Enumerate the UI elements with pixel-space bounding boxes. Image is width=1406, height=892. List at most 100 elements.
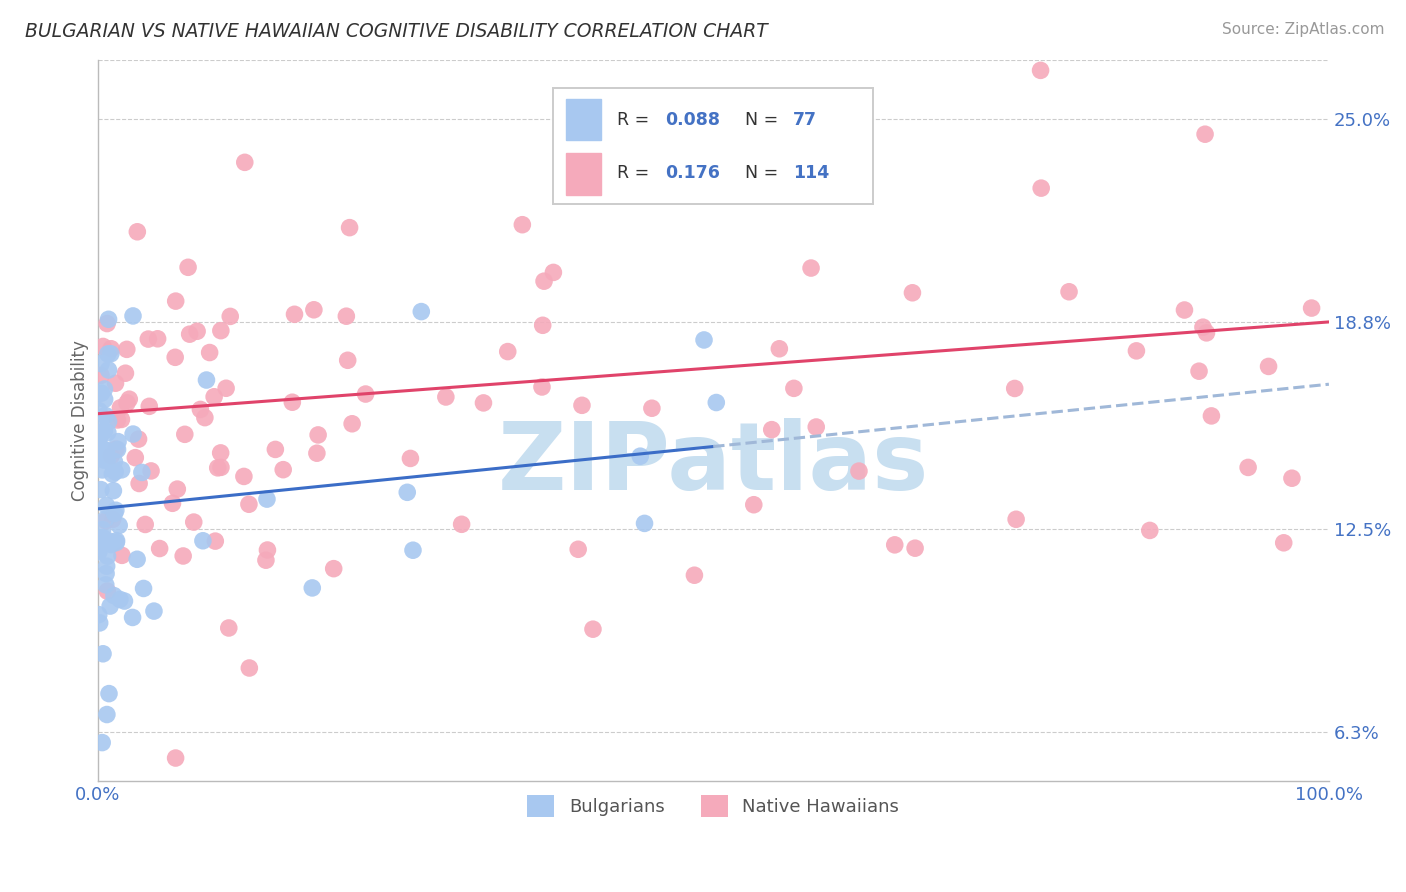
Point <box>202 390 225 404</box>
Point <box>1173 303 1195 318</box>
Point <box>800 261 823 276</box>
Point <box>98 534 121 549</box>
Point <box>256 492 278 507</box>
Point <box>104 376 127 391</box>
Point <box>91 735 114 749</box>
Point <box>307 428 329 442</box>
Point <box>254 553 277 567</box>
Point <box>87 447 110 461</box>
Point <box>1272 536 1295 550</box>
Point <box>97 312 120 326</box>
Point <box>97 415 120 429</box>
Point <box>177 260 200 275</box>
Point <box>100 538 122 552</box>
Point <box>783 381 806 395</box>
Point <box>166 482 188 496</box>
Point <box>103 589 125 603</box>
Point <box>512 218 534 232</box>
Point <box>134 517 156 532</box>
Point <box>186 324 208 338</box>
Point <box>138 400 160 414</box>
Point <box>101 467 124 481</box>
Point <box>103 483 125 498</box>
Point <box>98 599 121 613</box>
Point <box>132 582 155 596</box>
Point <box>100 342 122 356</box>
Point <box>472 396 495 410</box>
Point <box>183 515 205 529</box>
Point <box>87 431 110 445</box>
Point <box>434 390 457 404</box>
Point <box>110 412 132 426</box>
Point <box>633 516 655 531</box>
Point <box>87 403 110 417</box>
Point <box>96 584 118 599</box>
Point <box>1237 460 1260 475</box>
Point <box>96 549 118 564</box>
Point <box>1194 127 1216 141</box>
Point <box>641 401 664 416</box>
Point <box>87 433 110 447</box>
Point <box>1257 359 1279 374</box>
Point <box>904 541 927 556</box>
Point <box>143 604 166 618</box>
Point <box>806 420 828 434</box>
Point <box>90 368 112 383</box>
Point <box>402 543 425 558</box>
Point <box>103 454 125 468</box>
Point <box>568 188 591 202</box>
Point <box>122 309 145 323</box>
Point <box>322 562 344 576</box>
Point <box>94 514 117 528</box>
Point <box>305 446 328 460</box>
Point <box>110 401 132 415</box>
Point <box>90 483 112 497</box>
Point <box>204 534 226 549</box>
Point <box>96 453 118 467</box>
Point <box>301 581 323 595</box>
Point <box>683 568 706 582</box>
Point <box>91 339 114 353</box>
Point <box>121 610 143 624</box>
Point <box>90 357 112 371</box>
Point <box>97 425 120 440</box>
Point <box>302 302 325 317</box>
Point <box>399 451 422 466</box>
Point <box>271 463 294 477</box>
Point <box>1057 285 1080 299</box>
Point <box>101 512 124 526</box>
Point <box>93 382 115 396</box>
Point <box>104 465 127 479</box>
Point <box>628 449 651 463</box>
Point <box>219 310 242 324</box>
Point <box>190 402 212 417</box>
Point <box>89 615 111 630</box>
Point <box>139 464 162 478</box>
Point <box>96 559 118 574</box>
Point <box>122 427 145 442</box>
Point <box>1005 512 1028 526</box>
Point <box>97 347 120 361</box>
Point <box>94 443 117 458</box>
Point <box>209 324 232 338</box>
Point <box>742 498 765 512</box>
Point <box>283 307 305 321</box>
Point <box>91 463 114 477</box>
Point <box>1031 181 1053 195</box>
Point <box>281 395 304 409</box>
Point <box>93 424 115 438</box>
Point <box>1281 471 1303 485</box>
Point <box>100 449 122 463</box>
Point <box>198 345 221 359</box>
Point <box>87 545 110 559</box>
Point <box>1192 320 1215 334</box>
Point <box>124 450 146 465</box>
Point <box>901 285 924 300</box>
Point <box>93 392 115 407</box>
Point <box>105 442 128 456</box>
Point <box>96 443 118 458</box>
Point <box>533 274 555 288</box>
Point <box>128 476 150 491</box>
Point <box>114 366 136 380</box>
Point <box>191 533 214 548</box>
